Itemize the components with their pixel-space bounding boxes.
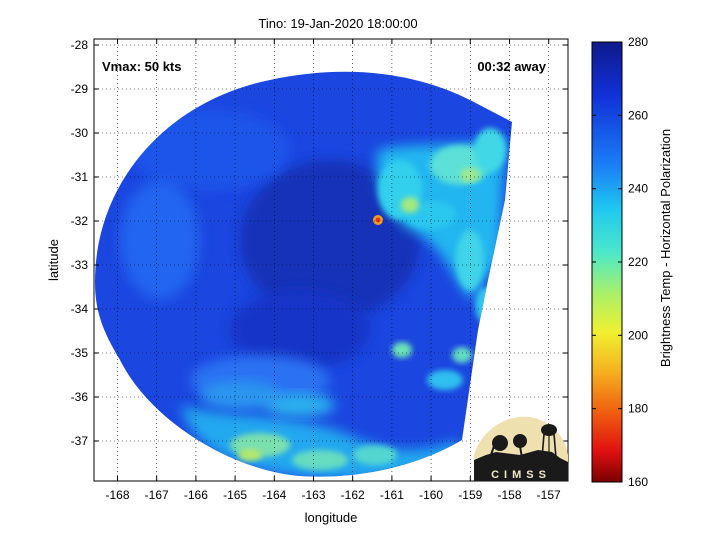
x-tick-label: -162 bbox=[341, 488, 365, 502]
x-tick-label: -163 bbox=[301, 488, 325, 502]
y-tick-label: -34 bbox=[71, 302, 89, 316]
colorbar-tick-label: 240 bbox=[628, 182, 648, 196]
brightness-temp-swath bbox=[95, 71, 512, 477]
y-axis-label: latitude bbox=[46, 239, 61, 281]
colorbar-tick-label: 260 bbox=[628, 108, 648, 122]
colorbar-tick-label: 280 bbox=[628, 35, 648, 49]
x-tick-label: -160 bbox=[419, 488, 443, 502]
x-tick-label: -167 bbox=[145, 488, 169, 502]
colorbar-tick-label: 220 bbox=[628, 255, 648, 269]
y-tick-label: -33 bbox=[71, 258, 89, 272]
y-tick-labels: -28 -29 -30 -31 -32 -33 -34 -35 -36 -37 bbox=[71, 38, 89, 448]
figure-title: Tino: 19-Jan-2020 18:00:00 bbox=[258, 16, 417, 31]
x-tick-label: -166 bbox=[184, 488, 208, 502]
x-tick-label: -165 bbox=[223, 488, 247, 502]
colorbar-label: Brightness Temp - Horizontal Polarizatio… bbox=[658, 129, 673, 367]
y-tick-label: -30 bbox=[71, 126, 89, 140]
y-tick-label: -35 bbox=[71, 346, 89, 360]
colorbar-tick-label: 160 bbox=[628, 475, 648, 489]
y-tick-label: -36 bbox=[71, 390, 89, 404]
colorbar bbox=[591, 41, 623, 483]
vmax-label: Vmax: 50 kts bbox=[102, 59, 182, 74]
colorbar-tick-label: 180 bbox=[628, 402, 648, 416]
x-tick-label: -161 bbox=[380, 488, 404, 502]
y-tick-label: -28 bbox=[71, 38, 89, 52]
x-tick-label: -168 bbox=[105, 488, 129, 502]
x-axis-label: longitude bbox=[305, 510, 358, 525]
time-away-label: 00:32 away bbox=[477, 59, 546, 74]
cimss-logo: CIMSS bbox=[474, 416, 568, 481]
x-tick-label: -164 bbox=[262, 488, 286, 502]
x-tick-label: -158 bbox=[497, 488, 521, 502]
x-tick-label: -157 bbox=[537, 488, 561, 502]
colorbar-tick-labels: 280 260 240 220 200 180 160 bbox=[628, 35, 648, 489]
y-tick-label: -31 bbox=[71, 170, 89, 184]
y-tick-label: -29 bbox=[71, 82, 89, 96]
grid-lines bbox=[94, 39, 568, 481]
y-tick-label: -37 bbox=[71, 434, 89, 448]
x-tick-label: -159 bbox=[458, 488, 482, 502]
y-tick-label: -32 bbox=[71, 214, 89, 228]
x-tick-labels: -168 -167 -166 -165 -164 -163 -162 -161 … bbox=[105, 488, 561, 502]
colorbar-ticks bbox=[592, 41, 622, 483]
colorbar-tick-label: 200 bbox=[628, 328, 648, 342]
cimss-logo-text: CIMSS bbox=[491, 469, 551, 481]
